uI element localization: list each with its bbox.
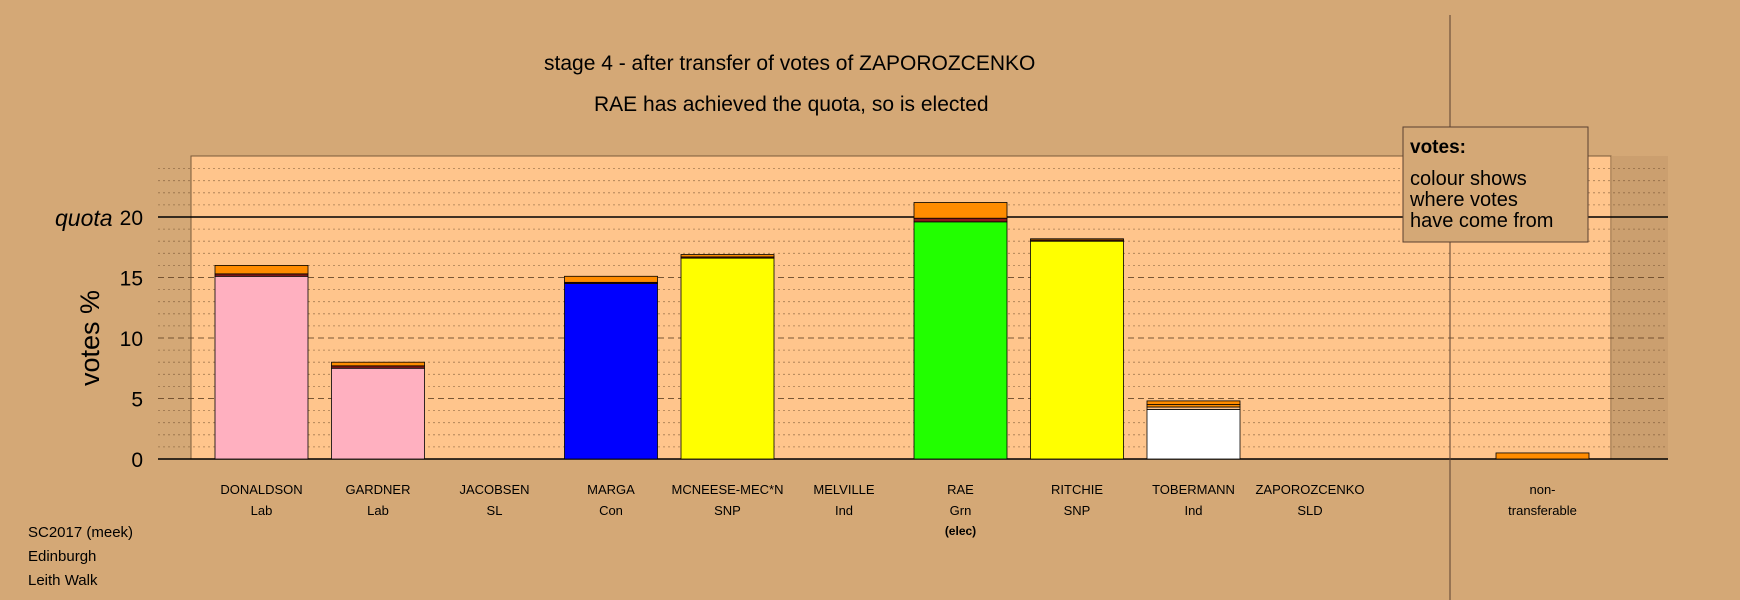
bar-segment: [913, 217, 1008, 223]
nontransferable-bar: [1495, 452, 1590, 460]
chart-subtitle: RAE has achieved the quota, so is electe…: [594, 93, 989, 116]
nontransferable-label-line1: non-: [1529, 482, 1555, 497]
bar-segment: [331, 367, 425, 460]
candidate-party-label: SNP: [1064, 503, 1091, 518]
bar-segment: [214, 275, 309, 460]
candidate-name-label: MARGA: [587, 482, 635, 497]
bar-segment: [1146, 400, 1241, 405]
candidate-name-label: JACOBSEN: [459, 482, 529, 497]
candidate-name-label: MCNEESE-MEC*N: [672, 482, 784, 497]
legend-title: votes:: [1410, 137, 1466, 158]
right-margin-shade: [1611, 156, 1668, 459]
candidate-party-label: SNP: [714, 503, 741, 518]
legend-box: [1402, 126, 1589, 243]
candidate-party-label: Grn: [950, 503, 972, 518]
candidate-name-label: MELVILLE: [813, 482, 875, 497]
footer-line-3: Leith Walk: [28, 572, 98, 589]
candidate-party-label: Ind: [835, 503, 853, 518]
candidate-party-label: Lab: [367, 503, 389, 518]
y-tick-label: 10: [120, 328, 143, 351]
footer-line-1: SC2017 (meek): [28, 524, 134, 541]
y-tick-label: 15: [120, 268, 143, 291]
bar-segment: [1146, 408, 1241, 460]
legend-text-line: colour shows: [1410, 168, 1527, 190]
nontransferable-label-line2: transferable: [1508, 503, 1577, 518]
bar-segment: [680, 254, 775, 258]
bar-segment: [331, 361, 425, 367]
bar-segment: [913, 221, 1008, 460]
y-axis-label: votes %: [75, 290, 105, 386]
legend-text-line: where votes: [1409, 189, 1518, 211]
candidate-name-label: RAE: [947, 482, 974, 497]
bar-segment: [913, 202, 1008, 219]
footer-line-2: Edinburgh: [28, 548, 97, 565]
chart-title: stage 4 - after transfer of votes of ZAP…: [544, 52, 1036, 75]
candidate-party-label: Ind: [1184, 503, 1202, 518]
candidate-party-label: Lab: [251, 503, 273, 518]
candidate-status-label: (elec): [945, 524, 976, 538]
candidate-party-label: SL: [487, 503, 503, 518]
bar-segment: [1030, 238, 1124, 241]
bar-segment: [214, 264, 309, 275]
y-tick-label: 20: [120, 207, 143, 230]
candidate-name-label: ZAPOROZCENKO: [1255, 482, 1364, 497]
candidate-name-label: DONALDSON: [220, 482, 302, 497]
plot-area: [190, 155, 1612, 460]
candidate-name-label: GARDNER: [345, 482, 410, 497]
candidate-party-label: SLD: [1297, 503, 1322, 518]
bar-segment: [564, 275, 658, 283]
candidate-name-label: RITCHIE: [1051, 482, 1103, 497]
bar-segment: [680, 257, 775, 460]
bar-segment: [564, 283, 658, 460]
quota-label: quota: [55, 205, 113, 231]
y-tick-label: 5: [131, 389, 143, 412]
candidate-party-label: Con: [599, 503, 623, 518]
bar-segment: [1030, 240, 1124, 460]
y-tick-label: 0: [131, 449, 143, 472]
legend-text-line: have come from: [1410, 210, 1553, 232]
candidate-name-label: TOBERMANN: [1152, 482, 1235, 497]
